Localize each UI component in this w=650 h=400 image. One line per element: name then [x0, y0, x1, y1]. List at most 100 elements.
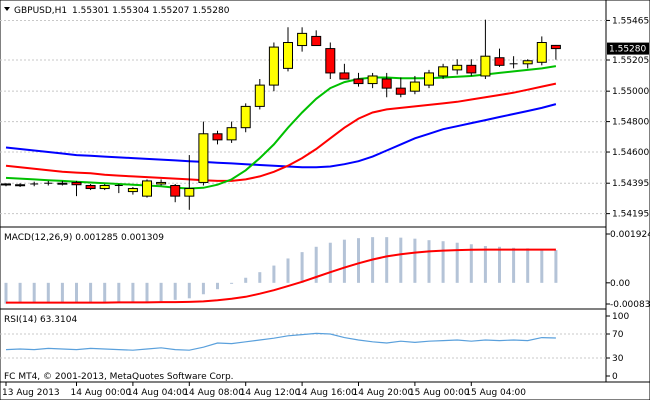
macd-tick-labels: 0.001924 0.00 -0.000834: [606, 230, 650, 310]
time-tick-label: 14 Aug 20:00: [353, 388, 414, 398]
candle-body: [99, 184, 110, 190]
macd-bar: [216, 282, 219, 290]
macd-bar: [314, 246, 318, 283]
price-tick-label: 1.54800: [612, 118, 649, 128]
macd-tick-label: 0.001924: [610, 230, 650, 240]
candle: [452, 59, 463, 75]
candle: [339, 63, 350, 80]
price-axis: [605, 0, 650, 383]
macd-bar: [286, 258, 290, 283]
macd-bar: [201, 282, 205, 295]
candle-body: [494, 57, 505, 66]
candle-body: [395, 87, 406, 95]
macd-bar: [145, 282, 149, 302]
symbol-dropdown-icon[interactable]: [4, 7, 10, 11]
macd-bar: [385, 237, 389, 283]
candle: [509, 56, 518, 69]
price-tick-label: 1.55000: [612, 87, 649, 97]
macd-bar: [399, 237, 403, 283]
macd-bar: [187, 282, 191, 299]
macd-bar: [32, 282, 36, 304]
rsi-panel: [0, 308, 607, 383]
time-tick-label: 13 Aug 2013: [2, 388, 60, 398]
candle: [381, 72, 392, 98]
candle-body: [268, 46, 279, 86]
candle: [536, 36, 547, 66]
candle: [212, 130, 223, 145]
chart-header: GBPUSD,H1 1.55301 1.55304 1.55207 1.5528…: [4, 6, 230, 16]
candlesticks: [1, 19, 561, 210]
macd-bar: [75, 282, 78, 303]
macd-bar: [469, 244, 473, 283]
macd-signal-line: [6, 248, 556, 304]
candle: [438, 63, 449, 80]
candle-body: [438, 66, 449, 77]
candle-body: [424, 72, 434, 86]
candle: [353, 72, 364, 87]
macd-bar: [498, 246, 501, 283]
macd-bar: [4, 282, 8, 304]
macd-bar: [455, 242, 459, 283]
candle: [395, 77, 406, 98]
rsi-tick-label: 100: [612, 312, 629, 322]
candle: [15, 183, 26, 188]
candle-body: [15, 184, 26, 187]
rsi-tick-labels: 100 70 30 0: [606, 312, 629, 382]
candle-body: [170, 184, 181, 197]
candle: [424, 69, 434, 89]
ohlc-values: 1.55301 1.55304 1.55207 1.55280: [72, 6, 230, 16]
candle-body: [212, 133, 223, 141]
candle: [409, 75, 420, 95]
candle-body: [57, 182, 68, 185]
rsi-tick-label: 0: [612, 372, 618, 382]
candle-body: [297, 32, 308, 47]
candle: [30, 181, 39, 187]
time-tick-label: 14 Aug 00:00: [71, 388, 132, 398]
candle: [226, 121, 237, 143]
macd-tick-label: 0.00: [610, 279, 630, 289]
candle-body: [325, 48, 336, 74]
candle: [494, 48, 505, 67]
candle-body: [409, 81, 420, 92]
macd-bar: [18, 282, 22, 304]
macd-bar: [272, 265, 276, 283]
candle-body: [466, 64, 477, 74]
macd-bar: [441, 241, 445, 283]
symbol-label: GBPUSD,H1: [14, 6, 67, 16]
candle: [297, 27, 308, 52]
macd-plot: [4, 237, 558, 304]
time-tick-label: 15 Aug 00:00: [409, 388, 470, 398]
macd-bar: [258, 272, 262, 283]
macd-bar: [173, 282, 177, 300]
candle-body: [536, 42, 547, 63]
time-tick-label: 14 Aug 16:00: [296, 388, 357, 398]
candle: [268, 42, 279, 92]
time-tick-label: 14 Aug 04:00: [127, 388, 188, 398]
macd-bar: [244, 277, 248, 283]
candle: [198, 121, 209, 186]
candle-body: [522, 60, 533, 65]
candle-body: [452, 64, 463, 71]
ma-mid-line: [5, 82, 557, 182]
macd-bar: [103, 282, 107, 303]
candle: [283, 27, 293, 72]
candle: [325, 42, 336, 80]
candle-body: [339, 72, 350, 80]
candle-body: [184, 188, 195, 197]
candle-body: [1, 183, 11, 186]
candle-body: [283, 42, 293, 69]
price-tick-label: 1.54195: [612, 210, 649, 220]
candle: [85, 183, 96, 191]
macd-bar: [159, 282, 163, 302]
candle-body: [142, 180, 152, 197]
candle: [71, 180, 82, 197]
candle-body: [71, 181, 82, 186]
macd-bar: [413, 238, 417, 283]
candle: [466, 59, 477, 76]
current-price-label: 1.55280: [609, 45, 646, 55]
macd-bar: [230, 282, 234, 284]
macd-bar: [526, 248, 530, 283]
